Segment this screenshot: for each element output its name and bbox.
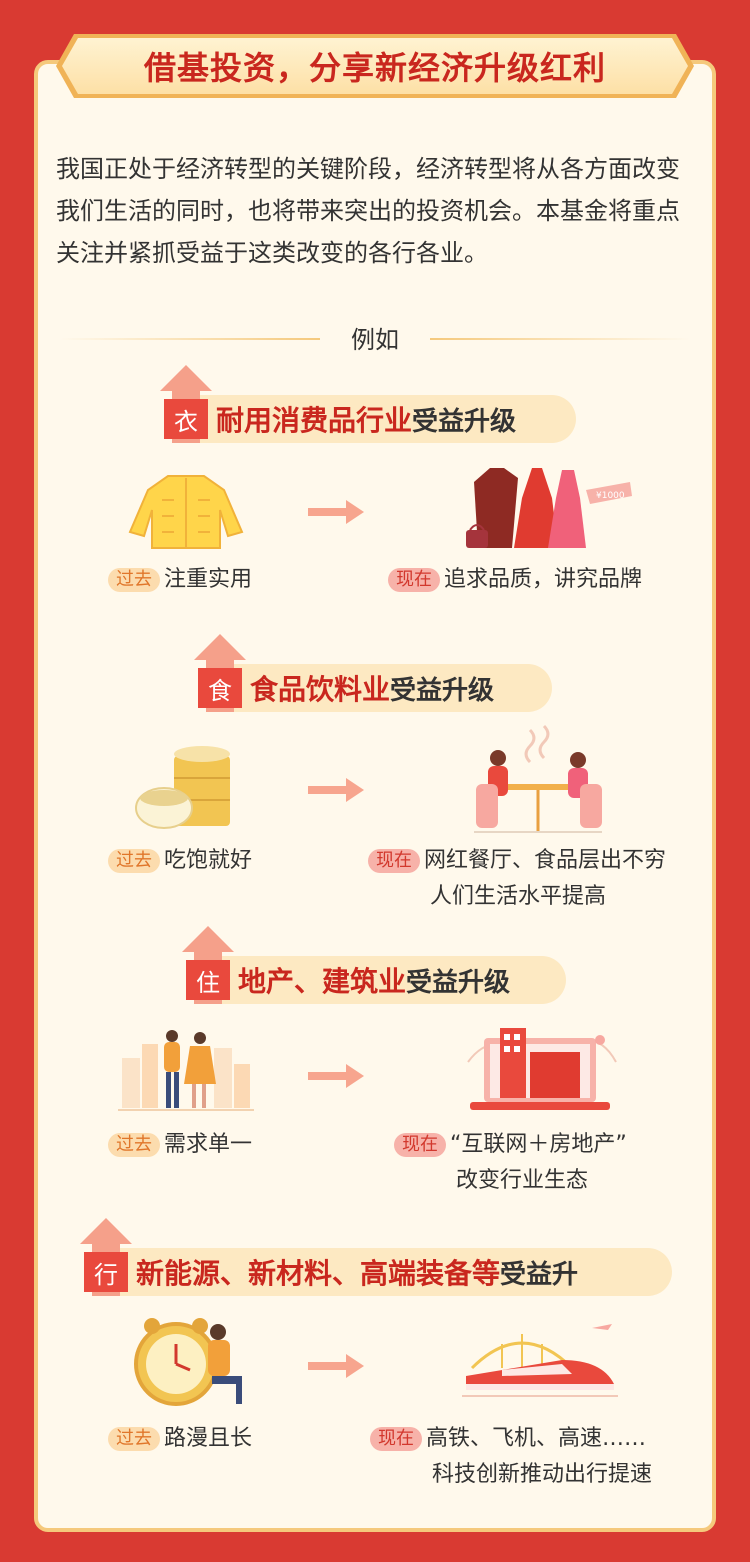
category-clothing: 衣 耐用消费品行业 受益升级: [160, 365, 576, 443]
now-text: 网红餐厅、食品层出不穷: [424, 848, 667, 873]
price-tag-text: ¥1000: [596, 491, 625, 501]
category-subtitle: 受益升级: [406, 967, 511, 998]
arrow-right-icon: [308, 778, 364, 802]
now-tag: 现在: [368, 849, 420, 873]
category-char: 食: [208, 676, 232, 705]
up-arrow-icon: [80, 1218, 132, 1296]
laptop-building-icon: [467, 1028, 617, 1110]
up-arrow-icon: [194, 634, 246, 712]
category-title: 耐用消费品行业: [216, 404, 413, 437]
now-label: 现在 追求品质，讲究品牌: [388, 563, 642, 597]
past-label: 过去 需求单一: [108, 1128, 252, 1162]
arrow-right-icon: [308, 1064, 364, 1088]
steamer-rice-icon: [135, 746, 230, 829]
category-subtitle: 受益升: [500, 1259, 579, 1290]
arrow-right-icon: [308, 1354, 364, 1378]
category-subtitle: 受益升级: [390, 675, 495, 706]
now-text: 追求品质，讲究品牌: [444, 567, 643, 592]
arrow-right-icon: [308, 500, 364, 524]
past-tag: 过去: [108, 568, 160, 592]
people-buildings-icon: [118, 1030, 254, 1111]
past-label: 过去 吃饱就好: [108, 844, 252, 878]
category-transport: 行 新能源、新材料、高端装备等 受益升: [80, 1218, 672, 1296]
yellow-jacket-icon: [128, 475, 244, 549]
past-label: 过去 注重实用: [108, 563, 252, 597]
clock-person-icon: [134, 1318, 242, 1406]
now-tag: 现在: [388, 568, 440, 592]
category-char: 住: [196, 968, 220, 997]
restaurant-couple-icon: [474, 724, 602, 833]
past-text: 路漫且长: [164, 1426, 253, 1451]
page-title: 借基投资，分享新经济升级红利: [143, 49, 606, 87]
bullet-train-icon: [462, 1324, 618, 1397]
now-label: 现在 高铁、飞机、高速……: [370, 1422, 646, 1456]
past-tag: 过去: [108, 849, 160, 873]
category-subtitle: 受益升级: [412, 406, 517, 437]
now-text-line2: 人们生活水平提高: [430, 884, 607, 909]
now-tag: 现在: [394, 1133, 446, 1157]
past-text: 需求单一: [164, 1132, 253, 1157]
title-banner: 借基投资，分享新经济升级红利: [52, 30, 698, 102]
banner-shape: [56, 34, 694, 98]
example-label: 例如: [351, 326, 399, 354]
intro-paragraph: 我国正处于经济转型的关键阶段，经济转型将从各方面改变我们生活的同时，也将带来突出…: [56, 155, 680, 267]
now-tag: 现在: [370, 1427, 422, 1451]
past-tag: 过去: [108, 1133, 160, 1157]
now-text: “互联网＋房地产”: [450, 1132, 627, 1157]
past-label: 过去 路漫且长: [108, 1422, 252, 1456]
category-char: 衣: [174, 407, 198, 436]
category-food: 食 食品饮料业 受益升级: [194, 634, 552, 712]
category-title: 食品饮料业: [250, 673, 391, 706]
up-arrow-icon: [182, 926, 234, 1004]
category-title: 新能源、新材料、高端装备等: [136, 1257, 501, 1290]
past-text: 吃饱就好: [164, 848, 253, 873]
category-title: 地产、建筑业: [238, 965, 407, 998]
now-text: 高铁、飞机、高速……: [426, 1426, 647, 1451]
past-tag: 过去: [108, 1427, 160, 1451]
now-text-line2: 改变行业生态: [456, 1168, 589, 1193]
now-label: 现在 网红餐厅、食品层出不穷: [368, 844, 666, 878]
past-text: 注重实用: [164, 567, 253, 592]
fashion-clothes-icon: ¥1000: [466, 468, 632, 548]
up-arrow-icon: [160, 365, 212, 443]
category-housing: 住 地产、建筑业 受益升级: [182, 926, 566, 1004]
now-label: 现在 “互联网＋房地产”: [394, 1128, 627, 1162]
now-text-line2: 科技创新推动出行提速: [432, 1462, 653, 1487]
divider-left: [60, 338, 320, 340]
category-char: 行: [94, 1260, 118, 1289]
